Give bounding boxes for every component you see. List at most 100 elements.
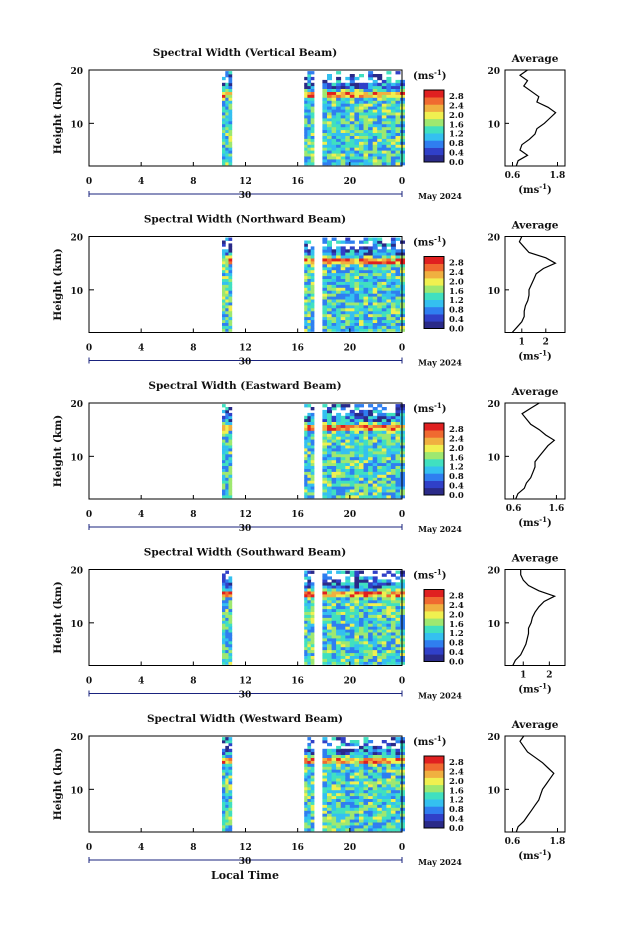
heatmap-cell [327, 112, 332, 116]
heatmap-cell [331, 162, 337, 166]
heatmap-cell [363, 308, 369, 312]
heatmap-cell [225, 778, 229, 782]
heatmap-cell [372, 118, 378, 122]
heatmap-cell [304, 246, 308, 250]
heatmap-cell [363, 456, 369, 461]
heatmap-cell [386, 103, 392, 107]
heatmap-cell [228, 448, 233, 452]
heatmap-cell [304, 459, 308, 464]
heatmap-cell [386, 299, 392, 303]
heatmap-cell [381, 453, 387, 458]
heatmap-cell [372, 112, 378, 116]
heatmap-cell [390, 258, 396, 262]
heatmap-cell [354, 620, 360, 624]
heatmap-cell [390, 751, 396, 755]
heatmap-cell [340, 652, 346, 656]
heatmap-cell [228, 772, 233, 776]
heatmap-cell [228, 605, 233, 610]
heatmap-cell [336, 305, 342, 309]
heatmap-cell [395, 661, 401, 665]
heatmap-cell [225, 792, 229, 797]
heatmap-cell [322, 737, 328, 741]
heatmap-cell [322, 278, 328, 282]
heatmap-cell [377, 760, 383, 764]
heatmap-cell [310, 299, 315, 303]
heatmap-cell [228, 287, 233, 291]
heatmap-cell [381, 602, 387, 607]
y-tick-label: 10 [70, 287, 83, 297]
heatmap-cell [390, 629, 396, 633]
heatmap-cell [395, 88, 401, 92]
x-tick-label: 12 [239, 843, 252, 853]
heatmap-cell [322, 579, 328, 583]
heatmap-cell [354, 763, 360, 767]
heatmap-cell [307, 258, 312, 262]
heatmap-cell [327, 272, 332, 277]
heatmap-cell [331, 237, 337, 241]
heatmap-cell [368, 135, 374, 139]
heatmap-cell [368, 816, 374, 820]
heatmap-cell [331, 579, 337, 583]
heatmap-cell [225, 138, 229, 142]
heatmap-cell [228, 597, 233, 601]
heatmap-cell [390, 649, 396, 654]
heatmap-cell [368, 123, 374, 128]
heatmap-cell [381, 459, 387, 464]
heatmap-cell [354, 778, 360, 782]
heatmap-cell [225, 141, 229, 145]
heatmap-cell [345, 252, 351, 256]
heatmap-cell [322, 828, 328, 832]
heatmap-cell [322, 310, 328, 315]
heatmap-cell [386, 786, 392, 791]
heatmap-cell [395, 281, 401, 285]
heatmap-cell [228, 74, 233, 78]
colorbar-frame [423, 256, 445, 329]
heatmap-cell [377, 643, 383, 648]
heatmap-cell [327, 757, 332, 761]
heatmap-cell [368, 448, 374, 452]
y-tick-label: 10 [70, 120, 83, 130]
heatmap-cell [340, 629, 346, 633]
heatmap-cell [307, 489, 312, 493]
heatmap-cell [390, 620, 396, 624]
heatmap-cell [363, 103, 369, 107]
heatmap-cell [304, 418, 308, 422]
heatmap-cell [372, 427, 378, 431]
heatmap-cell [222, 585, 226, 589]
heatmap-cell [390, 822, 396, 826]
heatmap-cell [363, 451, 369, 455]
heatmap-cell [307, 240, 312, 244]
heatmap-cell [310, 328, 315, 332]
heatmap-cell [354, 632, 360, 636]
heatmap-cell [304, 471, 308, 475]
heatmap-cell [390, 786, 396, 791]
heatmap-cell [363, 594, 369, 598]
heatmap-cell [381, 658, 387, 662]
heatmap-cell [349, 112, 355, 116]
heatmap-cell [359, 162, 364, 166]
heatmap-cell [310, 483, 315, 487]
heatmap-cell [340, 459, 346, 464]
heatmap-cell [354, 611, 360, 615]
heatmap-cell [349, 305, 355, 309]
heatmap-cell [307, 115, 312, 119]
heatmap-cell [225, 474, 229, 478]
heatmap-cell [322, 599, 328, 604]
heatmap-cell [377, 162, 383, 166]
heatmap-cell [345, 264, 351, 268]
heatmap-cell [222, 82, 226, 87]
heatmap-cell [363, 88, 369, 92]
heatmap-cell [368, 255, 374, 259]
heatmap-cell [349, 278, 355, 282]
heatmap-cell [368, 308, 374, 312]
heatmap-cell [368, 486, 374, 490]
heatmap-cell [336, 462, 342, 466]
heatmap-cell [228, 579, 233, 583]
heatmap-cell [386, 495, 392, 499]
heatmap-cell [363, 305, 369, 309]
heatmap-cell [310, 290, 315, 294]
heatmap-cell [340, 456, 346, 461]
heatmap-cell [345, 789, 351, 794]
heatmap-cell [381, 813, 387, 817]
heatmap-cell [327, 451, 332, 455]
